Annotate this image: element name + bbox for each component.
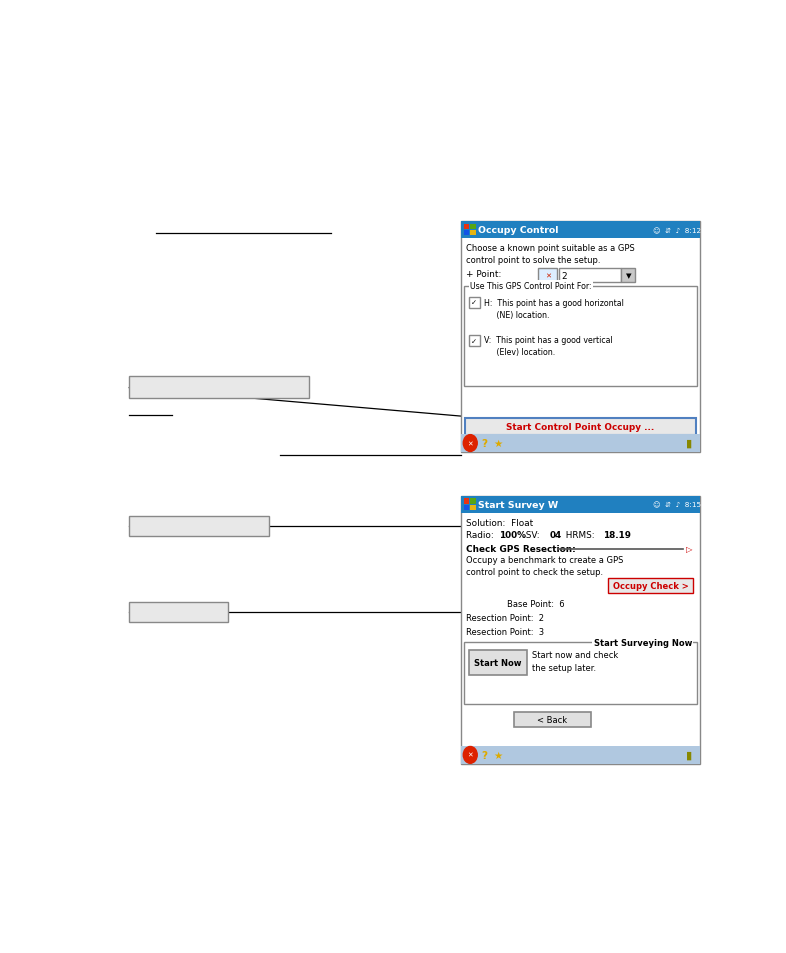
Bar bbox=[468, 335, 479, 347]
Text: ✓: ✓ bbox=[471, 338, 477, 344]
Bar bbox=[470, 499, 476, 504]
Text: Resection Point:  3: Resection Point: 3 bbox=[465, 627, 544, 637]
Bar bbox=[129, 517, 269, 537]
Text: ▼: ▼ bbox=[626, 273, 631, 279]
Text: Start now and check
the setup later.: Start now and check the setup later. bbox=[532, 651, 619, 672]
Text: ★: ★ bbox=[494, 750, 503, 760]
Bar bbox=[464, 642, 696, 704]
Text: 04: 04 bbox=[549, 531, 561, 539]
Circle shape bbox=[463, 747, 477, 763]
Bar bbox=[461, 222, 700, 453]
Text: < Back: < Back bbox=[538, 715, 567, 724]
Bar bbox=[622, 269, 635, 283]
Bar bbox=[464, 499, 469, 504]
Bar bbox=[513, 712, 591, 727]
Text: 18.19: 18.19 bbox=[603, 531, 631, 539]
Text: ?: ? bbox=[481, 438, 487, 449]
Bar bbox=[129, 376, 309, 398]
Bar bbox=[461, 222, 700, 239]
Text: ✕: ✕ bbox=[545, 273, 551, 279]
Bar bbox=[464, 287, 696, 387]
Bar bbox=[461, 435, 700, 453]
Text: HRMS:: HRMS: bbox=[560, 531, 600, 539]
Bar bbox=[559, 269, 621, 283]
Circle shape bbox=[463, 436, 477, 452]
Text: 2: 2 bbox=[562, 272, 567, 280]
Text: SV:: SV: bbox=[520, 531, 543, 539]
Text: ▷: ▷ bbox=[685, 544, 692, 554]
Bar bbox=[465, 418, 696, 436]
Bar bbox=[470, 224, 476, 230]
Text: ☺  ⇵  ♪  8:12: ☺ ⇵ ♪ 8:12 bbox=[653, 228, 701, 233]
Text: Radio:: Radio: bbox=[465, 531, 496, 539]
Text: ★: ★ bbox=[494, 438, 503, 449]
Text: Solution:  Float: Solution: Float bbox=[465, 518, 533, 527]
Text: ?: ? bbox=[481, 750, 487, 760]
Text: ✕: ✕ bbox=[468, 752, 473, 758]
Bar bbox=[461, 497, 700, 764]
Text: H:  This point has a good horizontal
     (NE) location.: H: This point has a good horizontal (NE)… bbox=[484, 299, 624, 320]
Text: Start Survey W: Start Survey W bbox=[478, 500, 558, 510]
Text: Resection Point:  2: Resection Point: 2 bbox=[465, 614, 544, 622]
Bar bbox=[470, 231, 476, 236]
Bar bbox=[461, 497, 700, 514]
Bar bbox=[538, 269, 557, 283]
Text: Start Surveying Now: Start Surveying Now bbox=[593, 639, 692, 647]
Text: Base Point:  6: Base Point: 6 bbox=[508, 599, 565, 609]
Text: Start Control Point Occupy ...: Start Control Point Occupy ... bbox=[506, 422, 655, 431]
Text: ✓: ✓ bbox=[471, 300, 477, 306]
Text: Occupy Check >: Occupy Check > bbox=[613, 581, 689, 590]
Text: ▮: ▮ bbox=[685, 750, 692, 760]
Bar bbox=[461, 746, 700, 764]
Bar bbox=[470, 505, 476, 511]
Text: ✕: ✕ bbox=[468, 440, 473, 447]
Bar bbox=[464, 505, 469, 511]
Bar bbox=[464, 224, 469, 230]
Bar bbox=[468, 651, 527, 675]
Text: V:  This point has a good vertical
     (Elev) location.: V: This point has a good vertical (Elev)… bbox=[484, 335, 613, 356]
Bar bbox=[129, 603, 229, 623]
Bar bbox=[468, 297, 479, 308]
Text: Start Now: Start Now bbox=[474, 659, 521, 667]
Text: ☺  ⇵  ♪  8:15: ☺ ⇵ ♪ 8:15 bbox=[653, 502, 701, 508]
Bar bbox=[608, 578, 693, 594]
Text: Choose a known point suitable as a GPS
control point to solve the setup.: Choose a known point suitable as a GPS c… bbox=[465, 244, 634, 265]
Text: Occupy a benchmark to create a GPS
control point to check the setup.: Occupy a benchmark to create a GPS contr… bbox=[465, 555, 623, 577]
Text: Occupy Control: Occupy Control bbox=[478, 226, 559, 235]
Text: Check GPS Resection:: Check GPS Resection: bbox=[465, 544, 575, 554]
Text: ▮: ▮ bbox=[685, 438, 692, 449]
Bar bbox=[464, 231, 469, 236]
Text: 100%: 100% bbox=[499, 531, 527, 539]
Text: Use This GPS Control Point For:: Use This GPS Control Point For: bbox=[470, 282, 592, 292]
Text: + Point:: + Point: bbox=[465, 270, 501, 279]
